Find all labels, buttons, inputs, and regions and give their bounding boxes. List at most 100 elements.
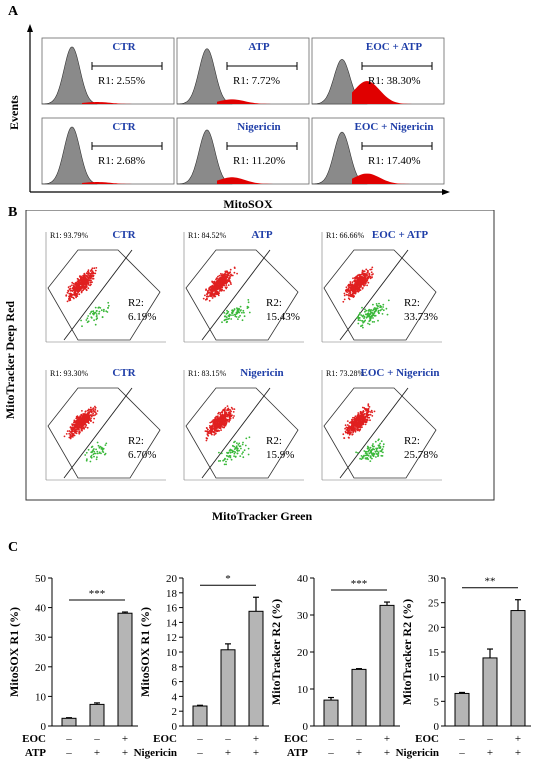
red-event-dot bbox=[233, 408, 236, 410]
histogram-positive-population bbox=[217, 177, 277, 184]
red-event-dot bbox=[75, 296, 77, 299]
red-event-dot bbox=[66, 300, 69, 303]
red-event-dot bbox=[367, 414, 370, 416]
green-event-dot bbox=[230, 318, 233, 320]
green-event-dot bbox=[386, 313, 389, 316]
red-event-dot bbox=[82, 274, 84, 277]
red-event-dot bbox=[227, 408, 230, 411]
red-event-dot bbox=[354, 291, 356, 294]
condition-sign: – bbox=[458, 733, 465, 745]
green-event-dot bbox=[98, 312, 100, 315]
histogram-condition-label: Nigericin bbox=[237, 121, 280, 133]
green-event-dot bbox=[373, 321, 376, 323]
green-event-dot bbox=[378, 302, 380, 305]
green-event-dot bbox=[230, 458, 233, 461]
red-event-dot bbox=[208, 425, 211, 427]
condition-sign: + bbox=[122, 733, 128, 745]
red-event-dot bbox=[367, 407, 370, 410]
green-event-dot bbox=[236, 311, 239, 314]
red-event-dot bbox=[216, 420, 219, 423]
condition-sign: – bbox=[327, 747, 334, 759]
red-event-dot bbox=[218, 292, 220, 295]
red-event-dot bbox=[86, 282, 89, 284]
red-event-dot bbox=[217, 294, 220, 297]
red-event-dot bbox=[76, 423, 78, 426]
green-event-dot bbox=[380, 306, 382, 308]
green-event-dot bbox=[96, 450, 99, 453]
red-event-dot bbox=[230, 283, 232, 285]
red-event-dot bbox=[213, 434, 216, 436]
green-event-dot bbox=[227, 455, 230, 458]
green-event-dot bbox=[371, 321, 374, 323]
red-event-dot bbox=[213, 431, 216, 434]
green-event-dot bbox=[95, 448, 97, 451]
histogram-plot: Nigericin R1: 11.20% bbox=[176, 117, 310, 185]
scatter-r2-value: 6.70% bbox=[128, 449, 156, 461]
red-event-dot bbox=[218, 281, 220, 284]
red-event-dot bbox=[371, 266, 374, 269]
green-event-dot bbox=[85, 459, 88, 462]
red-event-dot bbox=[224, 418, 227, 421]
red-event-dot bbox=[218, 290, 221, 292]
red-event-dot bbox=[343, 298, 346, 301]
red-event-dot bbox=[216, 418, 218, 421]
green-event-dot bbox=[361, 306, 363, 309]
red-event-dot bbox=[366, 408, 369, 410]
green-event-dot bbox=[367, 322, 369, 325]
green-event-dot bbox=[377, 444, 380, 447]
gate-divider bbox=[339, 387, 409, 479]
red-event-dot bbox=[215, 429, 218, 432]
red-event-dot bbox=[353, 279, 356, 282]
green-event-dot bbox=[233, 445, 236, 448]
red-event-dot bbox=[226, 415, 229, 417]
red-event-dot bbox=[82, 418, 85, 421]
red-event-dot bbox=[219, 288, 222, 291]
green-event-dot bbox=[369, 446, 372, 449]
green-event-dot bbox=[101, 447, 104, 450]
green-event-dot bbox=[226, 312, 229, 315]
condition-sign: + bbox=[515, 747, 521, 759]
red-event-dot bbox=[369, 411, 372, 413]
red-event-dot bbox=[94, 414, 97, 416]
green-event-dot bbox=[367, 447, 370, 449]
red-event-dot bbox=[67, 290, 70, 293]
green-event-dot bbox=[221, 321, 223, 324]
red-event-dot bbox=[368, 273, 371, 276]
green-event-dot bbox=[92, 312, 94, 315]
red-event-dot bbox=[343, 292, 346, 295]
green-event-dot bbox=[235, 447, 238, 449]
green-event-dot bbox=[236, 307, 238, 309]
gate-hexagon bbox=[323, 387, 437, 479]
histogram-condition-label: CTR bbox=[112, 121, 136, 133]
scatter-r2-heading: R2: bbox=[266, 297, 282, 309]
red-event-dot bbox=[355, 276, 357, 279]
red-event-dot bbox=[224, 273, 227, 276]
green-event-dot bbox=[372, 317, 374, 319]
red-event-dot bbox=[82, 289, 84, 292]
green-event-dot bbox=[107, 304, 110, 307]
red-event-dot bbox=[215, 432, 217, 435]
green-event-dot bbox=[96, 310, 98, 312]
green-event-dot bbox=[372, 448, 375, 450]
red-event-dot bbox=[67, 286, 70, 289]
red-event-dot bbox=[69, 285, 72, 288]
green-event-dot bbox=[366, 457, 369, 460]
red-event-dot bbox=[364, 277, 367, 280]
red-event-dot bbox=[82, 425, 84, 428]
gate-divider bbox=[63, 387, 133, 479]
red-event-dot bbox=[212, 289, 214, 292]
scatter-r2-heading: R2: bbox=[404, 297, 420, 309]
histogram-positive-population bbox=[82, 182, 142, 184]
green-event-dot bbox=[382, 306, 384, 308]
red-event-dot bbox=[352, 427, 355, 429]
red-event-dot bbox=[89, 277, 92, 280]
y-tick-label: 20 bbox=[297, 647, 309, 659]
red-event-dot bbox=[219, 277, 221, 280]
red-event-dot bbox=[73, 420, 76, 423]
red-event-dot bbox=[211, 420, 214, 423]
red-event-dot bbox=[210, 294, 213, 296]
red-event-dot bbox=[346, 424, 349, 426]
histogram-negative-population bbox=[176, 48, 233, 105]
green-event-dot bbox=[90, 454, 93, 457]
green-event-dot bbox=[229, 449, 231, 452]
